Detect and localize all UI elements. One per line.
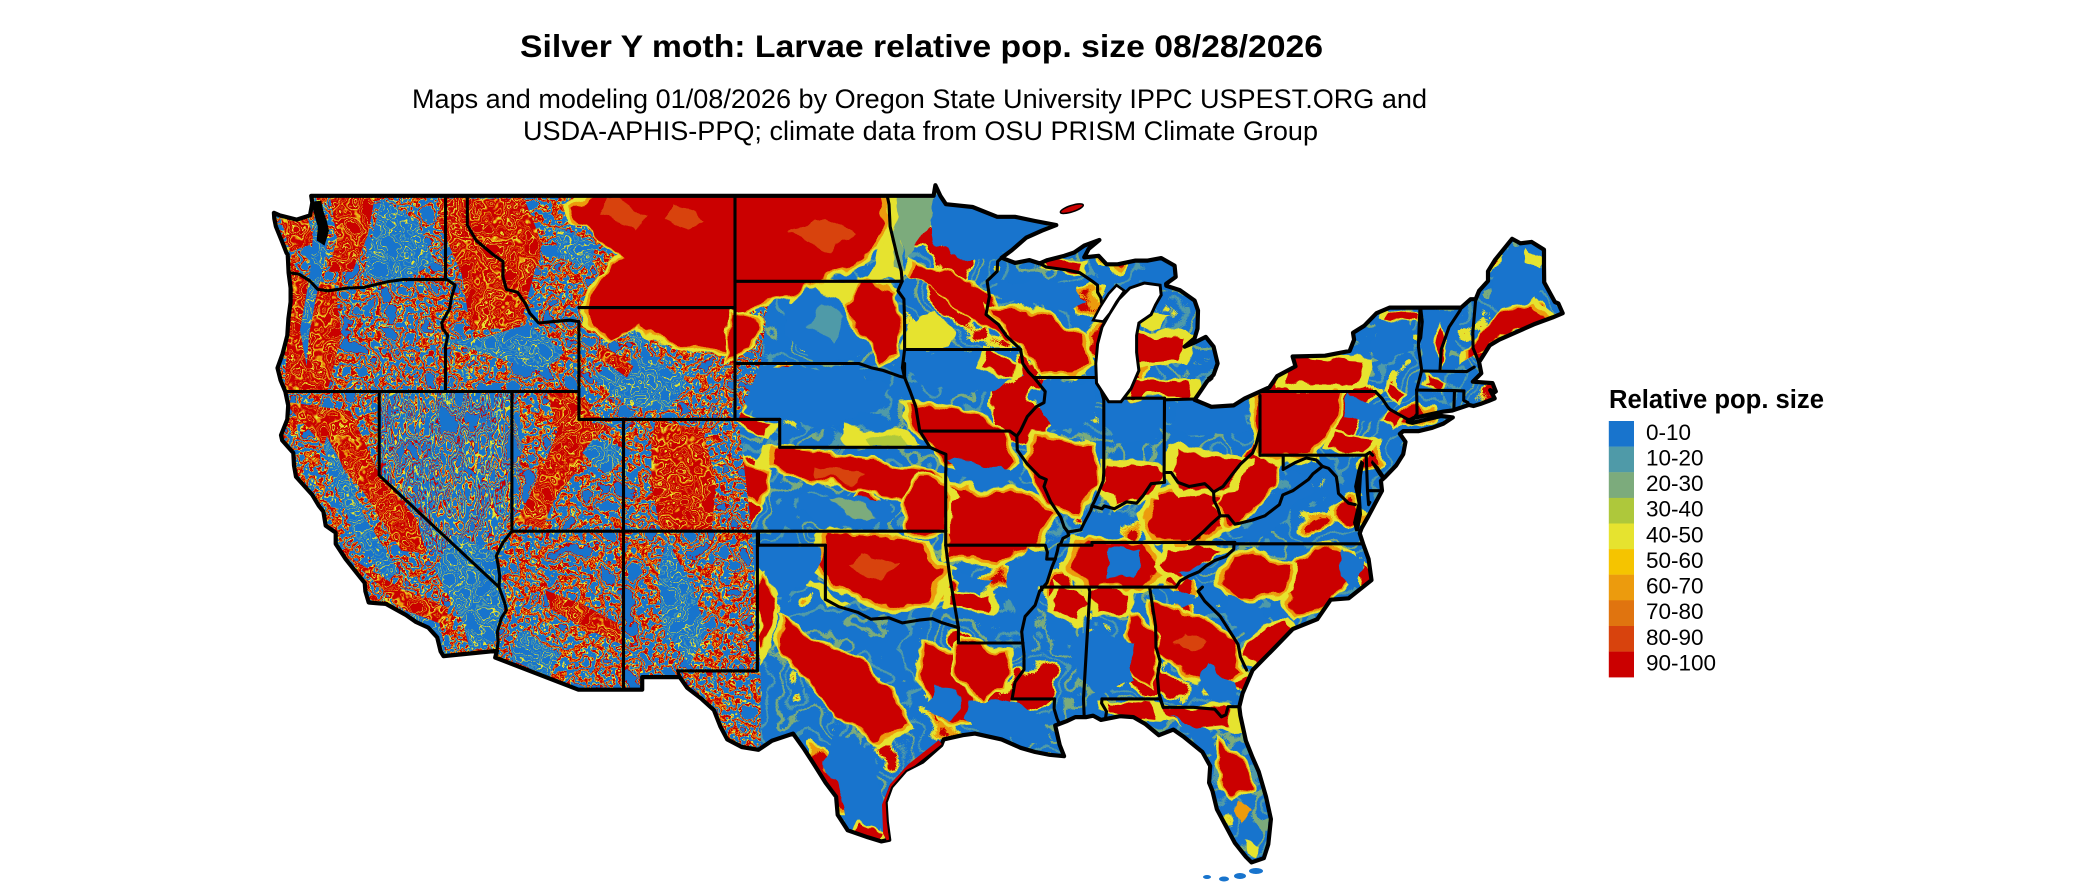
svg-text:10-20: 10-20 (1646, 445, 1704, 470)
svg-text:Silver Y moth: Larvae relative: Silver Y moth: Larvae relative pop. size… (520, 28, 1323, 64)
svg-text:USDA-APHIS-PPQ; climate data f: USDA-APHIS-PPQ; climate data from OSU PR… (523, 116, 1318, 146)
svg-text:70-80: 70-80 (1646, 599, 1704, 624)
svg-text:Maps and modeling 01/08/2026 b: Maps and modeling 01/08/2026 by Oregon S… (412, 84, 1427, 114)
svg-text:0-10: 0-10 (1646, 420, 1691, 445)
svg-text:90-100: 90-100 (1646, 650, 1716, 675)
svg-text:30-40: 30-40 (1646, 497, 1704, 522)
svg-text:60-70: 60-70 (1646, 574, 1704, 599)
svg-text:20-30: 20-30 (1646, 471, 1704, 496)
svg-text:50-60: 50-60 (1646, 548, 1704, 573)
svg-text:80-90: 80-90 (1646, 625, 1704, 650)
svg-text:40-50: 40-50 (1646, 522, 1704, 547)
svg-text:Relative pop. size: Relative pop. size (1609, 386, 1824, 414)
